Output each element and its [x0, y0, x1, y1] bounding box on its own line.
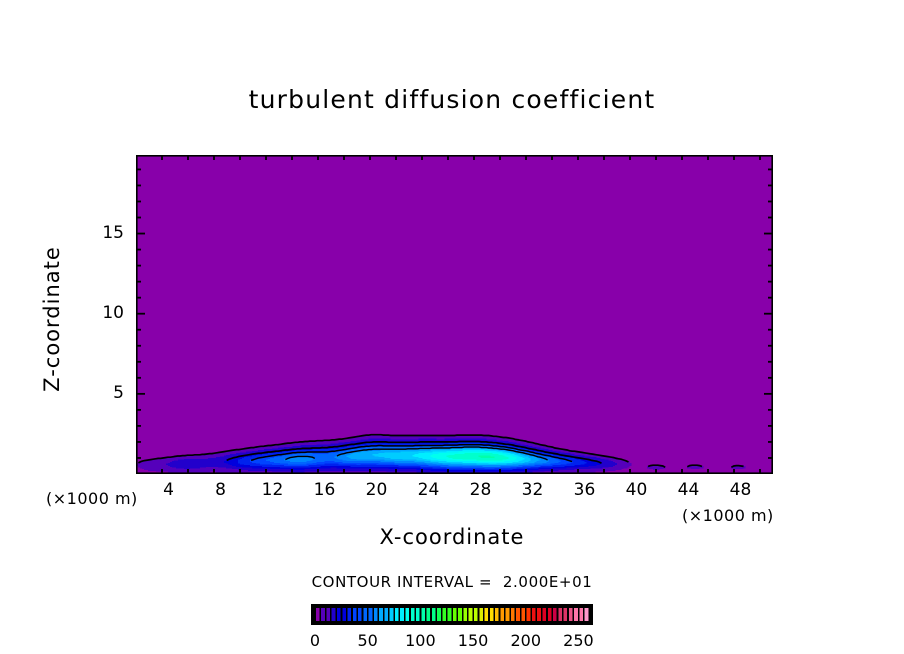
- contour-line: [250, 443, 573, 463]
- x-tick-label: 8: [215, 480, 226, 500]
- colorbar-caption: CONTOUR INTERVAL = 2.000E+01: [311, 573, 593, 591]
- colorbar-tick-label: 250: [563, 631, 594, 650]
- contour-line: [285, 446, 548, 461]
- x-tick-label: 28: [469, 480, 492, 500]
- x-tick-label: 24: [417, 480, 440, 500]
- y-tick-label: 10: [102, 302, 124, 323]
- field-background: [136, 155, 773, 474]
- contour-plot: [136, 155, 773, 474]
- x-tick-label: 20: [365, 480, 388, 500]
- axis-ticks: [136, 155, 773, 474]
- y-axis-label: Z-coordinate: [40, 246, 64, 392]
- x-tick-label: 32: [521, 480, 544, 500]
- x-tick-label: 36: [573, 480, 596, 500]
- page-title: turbulent diffusion coefficient: [248, 85, 656, 114]
- contour-bands: [136, 433, 746, 474]
- x-tick-label: 48: [729, 480, 752, 500]
- x-tick-label: 40: [625, 480, 648, 500]
- x-tick-label: 16: [313, 480, 336, 500]
- colorbar-tick-label: 0: [309, 631, 321, 650]
- x-tick-label: 4: [163, 480, 174, 500]
- contour-line: [138, 433, 744, 468]
- colorbar-tick-label: 150: [457, 631, 489, 650]
- x-tick-label: 44: [677, 480, 700, 500]
- y-tick-label: 15: [102, 222, 124, 243]
- colorbar-tick-label: 200: [510, 631, 542, 650]
- colorbar-tick-label: 50: [357, 631, 378, 650]
- x-axis-label: X-coordinate: [379, 525, 525, 549]
- colorbar-tick-label: 100: [405, 631, 436, 650]
- x-unit-left-label: (×1000 m): [46, 489, 138, 508]
- y-tick-label: 5: [113, 382, 124, 403]
- contour-line: [226, 440, 602, 464]
- x-tick-label: 12: [261, 480, 284, 500]
- x-unit-right-label: (×1000 m): [682, 506, 774, 525]
- colorbar: [311, 604, 593, 625]
